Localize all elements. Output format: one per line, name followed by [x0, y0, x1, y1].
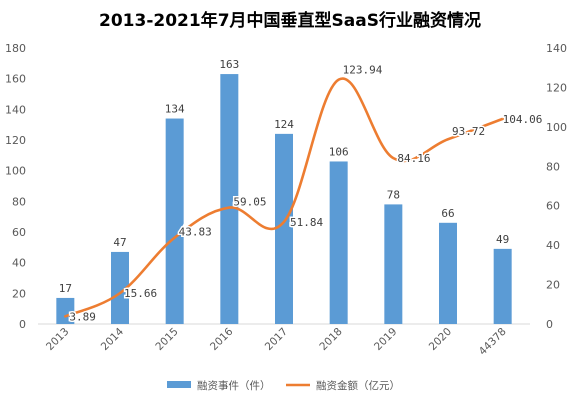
bar-label-2017: 124 — [274, 118, 294, 131]
left-y-tick-8: 160 — [5, 73, 26, 86]
line-label-2019: 84.16 — [397, 152, 430, 165]
bar-series — [56, 74, 512, 325]
bar-label-2013: 17 — [59, 282, 72, 295]
bar-label-2014: 47 — [113, 236, 126, 249]
left-y-tick-5: 100 — [5, 165, 26, 178]
bar-2013 — [56, 297, 75, 324]
bar-44378 — [493, 248, 512, 324]
legend-swatch-bar — [167, 381, 191, 388]
line-data-labels: 3.89 15.66 43.83 59.05 51.84 123.94 84.16 93.72… — [68, 62, 544, 325]
x-tick-2017: 2017 — [263, 326, 290, 353]
left-y-tick-4: 80 — [12, 195, 26, 208]
bar-label-2015: 134 — [165, 103, 185, 116]
bar-label-44378: 49 — [496, 233, 509, 246]
bar-data-labels: 17 47 134 163 124 106 78 66 49 — [59, 58, 510, 295]
right-y-tick-5: 100 — [546, 121, 567, 134]
x-tick-2014: 2014 — [99, 325, 127, 353]
left-y-tick-2: 40 — [12, 257, 26, 270]
x-tick-2015: 2015 — [153, 326, 180, 353]
left-y-tick-0: 0 — [19, 318, 26, 331]
line-label-2020: 93.72 — [452, 125, 485, 138]
line-label-2016: 59.05 — [233, 196, 266, 209]
legend-label-bar: 融资事件（件） — [197, 379, 271, 392]
bar-label-2016: 163 — [219, 58, 239, 71]
line-label-2013: 3.89 — [69, 310, 96, 323]
x-tick-2019: 2019 — [372, 326, 399, 353]
right-y-tick-7: 140 — [546, 42, 567, 55]
right-y-tick-1: 20 — [546, 279, 560, 292]
left-y-tick-3: 60 — [12, 226, 26, 239]
x-tick-2013: 2013 — [44, 326, 71, 353]
left-y-tick-7: 140 — [5, 103, 26, 116]
right-y-axis: 0 20 40 60 80 100 120 140 — [546, 42, 567, 331]
bar-2018 — [329, 161, 348, 324]
right-y-tick-2: 40 — [546, 239, 560, 252]
legend: 融资事件（件） 融资金额（亿元） — [167, 379, 400, 392]
line-label-2018: 123.94 — [343, 64, 383, 77]
left-y-axis: 0 20 40 60 80 100 120 140 160 180 — [5, 42, 26, 331]
line-series-amount — [64, 77, 504, 318]
x-tick-2016: 2016 — [208, 325, 236, 353]
x-tick-2020: 2020 — [427, 326, 454, 353]
bar-label-2018: 106 — [329, 145, 349, 158]
right-y-tick-3: 60 — [546, 200, 560, 213]
bar-2017 — [275, 133, 293, 324]
bar-2015 — [165, 118, 184, 325]
bar-label-2019: 78 — [387, 188, 400, 201]
left-y-tick-1: 20 — [12, 287, 26, 300]
bar-2019 — [384, 204, 403, 324]
line-label-2015: 43.83 — [179, 226, 212, 239]
legend-label-line: 融资金额（亿元） — [316, 379, 400, 392]
bar-2020 — [439, 222, 457, 324]
x-axis-ticks: 2013 2014 2015 2016 2017 2018 2019 2020 44378 — [44, 325, 509, 357]
bar-2014 — [111, 251, 129, 324]
chart-title: 2013-2021年7月中国垂直型SaaS行业融资情况 — [99, 10, 481, 31]
left-y-tick-9: 180 — [5, 42, 26, 55]
bar-2016 — [220, 74, 239, 324]
line-label-44378: 104.06 — [503, 113, 543, 126]
left-y-tick-6: 120 — [5, 134, 26, 147]
line-label-2014: 15.66 — [124, 287, 157, 300]
x-tick-44378: 44378 — [477, 326, 509, 358]
right-y-tick-0: 0 — [546, 318, 553, 331]
bar-label-2020: 66 — [441, 207, 454, 220]
right-y-tick-4: 80 — [546, 160, 560, 173]
line-label-2017: 51.84 — [290, 216, 323, 229]
x-tick-2018: 2018 — [317, 326, 344, 353]
right-y-tick-6: 120 — [546, 81, 567, 94]
